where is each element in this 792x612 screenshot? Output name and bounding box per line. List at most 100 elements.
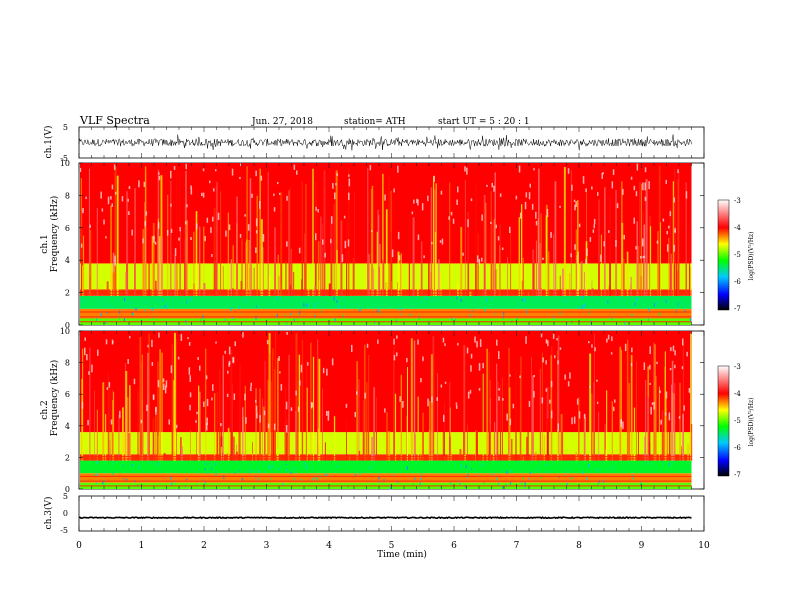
spec-lowspeckle [145,301,147,303]
spec-streak [393,350,394,461]
spec-streak [161,237,163,296]
spec-streak [220,446,222,461]
spec-speckle [147,344,149,348]
spec-streak [382,173,384,296]
spec-lowspeckle [123,298,126,302]
spec-streak [417,283,419,296]
spec-streak [160,175,163,296]
spec-streak [320,216,322,296]
spec-lowspeckle [96,473,98,477]
spec-streak [511,438,513,461]
spec-speckle [606,338,608,343]
spec-streak [82,235,85,296]
spec-streak [433,176,435,296]
spec-speckle [204,236,206,242]
spec-speckle [611,181,614,189]
spec-streak [198,385,200,461]
spec-speckle [396,352,398,357]
spec-streak [557,350,559,461]
spec-streak [438,259,440,296]
spec-speckle [205,375,208,380]
spec-speckle [416,198,418,204]
spec-lowspeckle [378,475,380,480]
spec-speckle [233,393,236,400]
spec-speckle [82,210,84,214]
spec-streak [661,410,664,461]
time-tick-label: 8 [576,541,582,551]
header-date: Jun. 27, 2018 [251,117,313,127]
spec-speckle [550,410,553,419]
spec-streak [125,272,128,296]
spec-streak [94,390,95,461]
spec-streak [570,169,572,296]
spec-speckle [559,205,561,208]
spec-lowspeckle [207,471,209,475]
spec-speckle [417,199,419,206]
spec-streak [262,247,264,296]
spec-speckle [347,239,350,247]
spec-streak [440,272,442,296]
spec-lowspeckle [559,310,561,315]
spec-speckle [127,359,129,364]
spec-streak [305,360,308,461]
spec-lowspeckle [659,312,661,316]
spec-speckle [348,178,351,187]
spec-lowspeckle [103,461,105,463]
spec-lowspeckle [156,466,158,469]
spec-lowspeckle [129,302,131,305]
spec-speckle [596,379,598,382]
spec-streak [310,342,312,461]
spec-speckle [88,371,90,375]
spec-speckle [662,218,665,222]
spec-lowspeckle [325,473,327,476]
spec-streak [276,447,279,461]
spec-speckle [556,338,558,341]
spec-speckle [142,238,144,244]
spec-speckle [190,237,192,240]
spec-streak [96,208,98,296]
spec-speckle [571,184,573,191]
spec-speckle [106,387,109,390]
ch3-waveform-line [79,516,692,520]
spec-streak [429,400,431,461]
spec-speckle [540,332,543,338]
spec-lowspeckle [597,482,599,487]
spec-streak [482,373,484,461]
spec-speckle [371,230,373,233]
spec-lowspeckle [238,470,240,472]
spec-streak [255,388,257,461]
spec-speckle [594,347,596,352]
spec-speckle [81,401,84,409]
spec-speckle [456,199,458,205]
spec-speckle [464,166,466,172]
spec-streak [539,368,541,461]
spec-speckle [108,382,111,388]
spec-speckle [366,343,369,348]
ch2-channel-label: ch.2 [40,400,50,419]
spec-lowspeckle [421,473,423,476]
spec-streak [496,363,498,461]
spec-speckle [344,240,347,249]
spec-speckle [466,167,468,175]
spec-speckle [444,343,446,346]
spec-speckle [84,337,86,341]
spec-speckle [345,403,348,408]
spec-speckle [300,364,303,373]
spec-speckle [571,417,573,425]
spec-streak [179,172,181,296]
spec-lowspeckle [518,461,520,464]
spec-lowspeckle [278,468,280,470]
spec-speckle [648,181,650,190]
spec-streak [318,358,321,461]
time-tick-label: 3 [264,541,270,551]
spec-lowspeckle [635,297,637,302]
ch3-ytick-mid: 0 [63,509,68,518]
spec-streak [548,251,550,296]
spec-streak [616,289,619,296]
spec-speckle [421,203,424,211]
spec-speckle [440,190,443,195]
spec-speckle [635,191,638,197]
spec-band [80,163,692,264]
spec-streak [557,335,560,461]
spec-lowspeckle [661,461,663,464]
